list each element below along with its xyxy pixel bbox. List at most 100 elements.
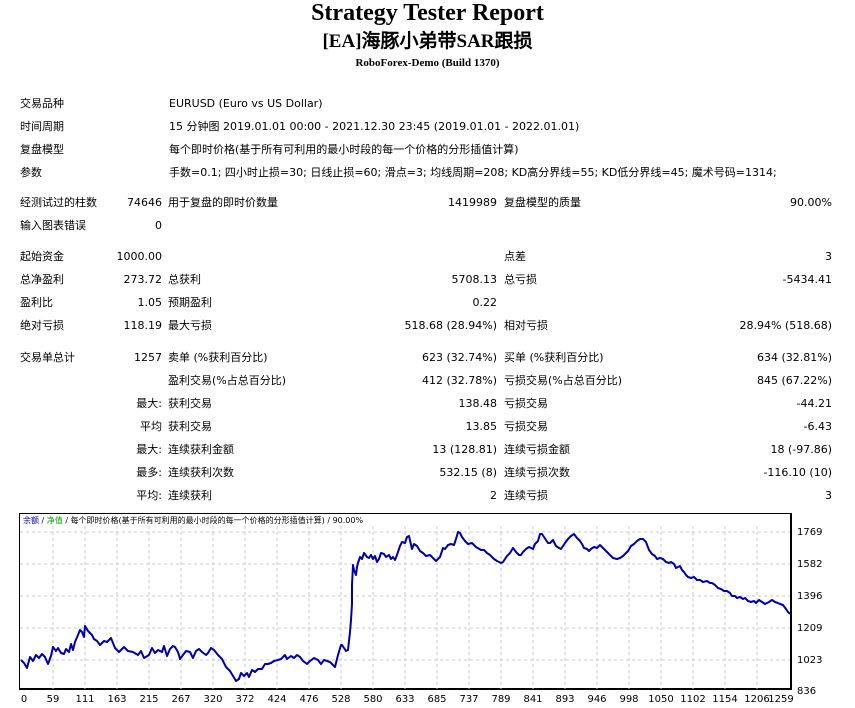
legend-balance: 余额	[23, 516, 39, 525]
avg-consec-wins-label: 连续获利	[168, 489, 212, 502]
max-drawdown-value: 518.68 (28.94%)	[404, 319, 497, 332]
max-consec-losses-value: 18 (-97.86)	[770, 443, 832, 456]
profit-factor-value: 1.05	[137, 296, 163, 309]
x-tick: 841	[523, 694, 543, 705]
short-positions-value: 623 (32.74%)	[421, 351, 497, 364]
maximal-consec-profit-value: 532.15 (8)	[439, 466, 497, 479]
x-tick: 0	[20, 694, 28, 705]
model-label: 复盘模型	[20, 143, 64, 156]
loss-trades-label: 亏损交易(%占总百分比)	[504, 374, 623, 387]
x-tick: 1050	[648, 694, 674, 705]
y-tick: 1023	[797, 655, 823, 666]
gross-loss-label: 总亏损	[504, 273, 537, 286]
abs-drawdown-label: 绝对亏损	[20, 319, 64, 332]
x-tick: 1206	[744, 694, 770, 705]
x-tick: 320	[203, 694, 223, 705]
avg-consec-wins-value: 2	[490, 489, 497, 502]
deposit-label: 起始资金	[20, 250, 64, 263]
largest-profit-value: 138.48	[458, 397, 498, 410]
model-value: 每个即时价格(基于所有可利用的最小时段的每一个价格的分形插值计算)	[169, 143, 519, 156]
x-tick: 633	[395, 694, 415, 705]
y-tick: 836	[797, 686, 817, 697]
profit-trades-value: 412 (32.78%)	[421, 374, 497, 387]
ticks-label: 用于复盘的即时价数量	[168, 196, 278, 209]
symbol-value: EURUSD (Euro vs US Dollar)	[169, 97, 323, 110]
max-drawdown-label: 最大亏损	[168, 319, 212, 332]
chart-legend: 余额 / 净值 / 每个即时价格(基于所有可利用的最小时段的每一个价格的分形插值…	[23, 516, 363, 526]
profit-factor-label: 盈利比	[20, 296, 53, 309]
params-value: 手数=0.1; 四小时止损=30; 日线止损=60; 滑点=3; 均线周期=20…	[169, 166, 777, 179]
total-trades-label: 交易单总计	[20, 351, 75, 364]
x-tick: 737	[459, 694, 479, 705]
rel-drawdown-label: 相对亏损	[504, 319, 548, 332]
largest-prefix: 最大:	[136, 397, 162, 410]
gross-profit-value: 5708.13	[451, 273, 498, 286]
balance-line	[20, 531, 791, 682]
y-tick: 1209	[797, 623, 823, 634]
max-consec-losses-label: 连续亏损金额	[504, 443, 570, 456]
largest-profit-label: 获利交易	[168, 397, 212, 410]
profit-trades-label: 盈利交易(%占总百分比)	[168, 374, 287, 387]
errors-label: 输入图表错误	[20, 219, 86, 232]
y-tick: 1396	[797, 591, 823, 602]
y-tick: 1582	[797, 559, 823, 570]
legend-separator: /	[39, 516, 47, 525]
y-tick: 1769	[797, 527, 823, 538]
maximal-prefix: 最多:	[136, 466, 162, 479]
x-tick: 946	[587, 694, 607, 705]
ticks-value: 1419989	[448, 196, 497, 209]
x-tick: 998	[619, 694, 639, 705]
gross-loss-value: -5434.41	[782, 273, 832, 286]
net-profit-label: 总净盈利	[20, 273, 64, 286]
symbol-label: 交易品种	[20, 97, 64, 110]
maximal-consec-loss-value: -116.10 (10)	[763, 466, 832, 479]
max-consec-prefix: 最大:	[136, 443, 162, 456]
x-tick: 1102	[680, 694, 706, 705]
total-trades-value: 1257	[134, 351, 162, 364]
server-build: RoboForex-Demo (Build 1370)	[355, 57, 500, 69]
largest-loss-value: -44.21	[796, 397, 832, 410]
x-tick: 163	[107, 694, 127, 705]
x-tick: 424	[267, 694, 287, 705]
quality-value: 90.00%	[790, 196, 832, 209]
params-label: 参数	[20, 166, 42, 179]
x-tick: 215	[139, 694, 159, 705]
expert-name: [EA]海豚小弟带SAR跟损	[322, 31, 533, 52]
x-tick: 476	[299, 694, 319, 705]
chart-grid	[20, 526, 790, 689]
maximal-consec-profit-label: 连续获利次数	[168, 466, 234, 479]
legend-description: / 每个即时价格(基于所有可利用的最小时段的每一个价格的分形插值计算) / 90…	[62, 516, 364, 525]
short-positions-label: 卖单 (%获利百分比)	[168, 351, 268, 364]
expected-payoff-label: 预期盈利	[168, 296, 212, 309]
rel-drawdown-value: 28.94% (518.68)	[739, 319, 832, 332]
errors-value: 0	[155, 219, 162, 232]
period-value: 15 分钟图 2019.01.01 00:00 - 2021.12.30 23:…	[169, 120, 580, 133]
long-positions-value: 634 (32.81%)	[756, 351, 832, 364]
quality-label: 复盘模型的质量	[504, 196, 581, 209]
report-title: Strategy Tester Report	[311, 0, 544, 26]
max-consec-wins-label: 连续获利金额	[168, 443, 234, 456]
x-tick: 789	[491, 694, 511, 705]
avg-consec-losses-label: 连续亏损	[504, 489, 548, 502]
avg-loss-value: -6.43	[803, 420, 832, 433]
x-tick: 528	[331, 694, 351, 705]
expected-payoff-value: 0.22	[472, 296, 498, 309]
max-consec-wins-value: 13 (128.81)	[432, 443, 497, 456]
gross-profit-label: 总获利	[168, 273, 201, 286]
x-tick: 372	[235, 694, 255, 705]
x-tick: 267	[171, 694, 191, 705]
x-tick: 685	[427, 694, 447, 705]
x-tick: 59	[46, 694, 60, 705]
net-profit-value: 273.72	[123, 273, 163, 286]
x-tick: 893	[555, 694, 575, 705]
period-label: 时间周期	[20, 120, 64, 133]
spread-label: 点差	[504, 250, 526, 263]
largest-loss-label: 亏损交易	[504, 397, 548, 410]
bars-label: 经测试过的柱数	[20, 196, 97, 209]
long-positions-label: 买单 (%获利百分比)	[504, 351, 604, 364]
avg-profit-label: 获利交易	[168, 420, 212, 433]
maximal-consec-loss-label: 连续亏损次数	[504, 466, 570, 479]
average-prefix: 平均	[140, 420, 162, 433]
abs-drawdown-value: 118.19	[123, 319, 163, 332]
